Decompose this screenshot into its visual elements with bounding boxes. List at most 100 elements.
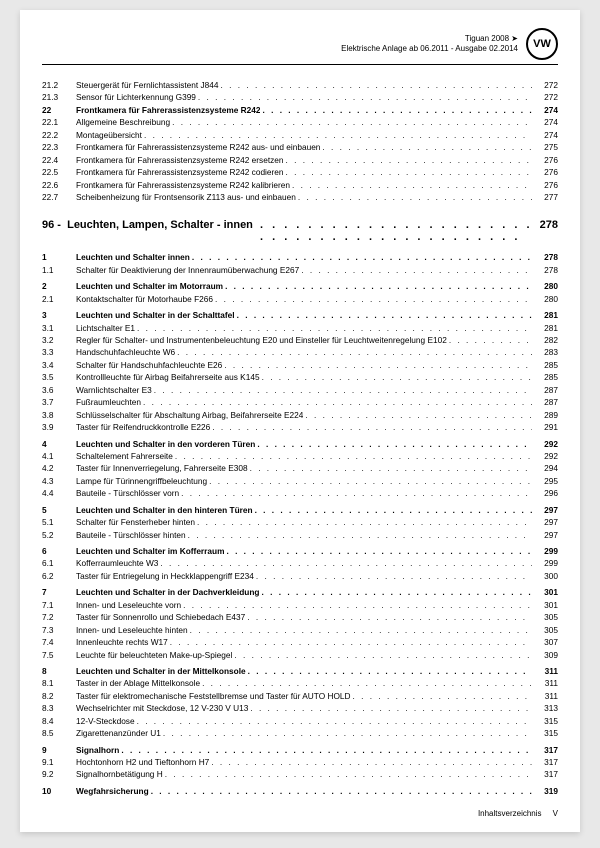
toc-page: 278: [534, 264, 558, 276]
toc-title: Signalhorn: [76, 744, 119, 756]
toc-title: Leuchten und Schalter in den hinteren Tü…: [76, 504, 253, 516]
toc-page: 295: [534, 475, 558, 487]
toc-line: 7.3Innen- und Leseleuchte hinten305: [42, 624, 558, 636]
toc-dots: [353, 690, 532, 702]
toc-main-block: 1Leuchten und Schalter innen2781.1Schalt…: [42, 251, 558, 797]
toc-line: 2Leuchten und Schalter im Motorraum 280: [42, 280, 558, 292]
toc-page: 274: [534, 104, 558, 116]
toc-title: Schalter für Fensterheber hinten: [76, 516, 195, 528]
toc-number: 2.1: [42, 293, 76, 305]
toc-page: 301: [534, 586, 558, 598]
toc-title: Hochtonhorn H2 und Tieftonhorn H7: [76, 756, 209, 768]
toc-title: Sensor für Lichterkennung G399: [76, 91, 196, 103]
toc-line: 21.3Sensor für Lichterkennung G399272: [42, 91, 558, 103]
toc-page: 289: [534, 409, 558, 421]
toc-line: 22.3Frontkamera für Fahrerassistenzsyste…: [42, 141, 558, 153]
toc-page: 299: [534, 545, 558, 557]
toc-title: Fußraumleuchten: [76, 396, 141, 408]
toc-page: 292: [534, 450, 558, 462]
toc-page: 305: [534, 611, 558, 623]
toc-line: 2.1Kontaktschalter für Motorhaube F26628…: [42, 293, 558, 305]
toc-dots: [250, 462, 532, 474]
toc-number: 2: [42, 280, 76, 292]
toc-dots: [154, 384, 532, 396]
toc-page: 300: [534, 570, 558, 582]
toc-line: 7Leuchten und Schalter in der Dachverkle…: [42, 586, 558, 598]
toc-dots: [175, 450, 532, 462]
toc-title: Leuchten und Schalter in der Schalttafel: [76, 309, 235, 321]
toc-page: 297: [534, 516, 558, 528]
toc-line: 8.2Taster für elektromechanische Festste…: [42, 690, 558, 702]
document-page: Tiguan 2008 ➤ Elektrische Anlage ab 06.2…: [20, 10, 580, 832]
toc-line: 3.4Schalter für Handschuhfachleuchte E26…: [42, 359, 558, 371]
toc-number: 6.1: [42, 557, 76, 569]
toc-title: Handschuhfachleuchte W6: [76, 346, 175, 358]
toc-line: 3.1Lichtschalter E1281: [42, 322, 558, 334]
toc-number: 3.8: [42, 409, 76, 421]
toc-dots: [121, 744, 532, 756]
toc-line: 9Signalhorn317: [42, 744, 558, 756]
toc-dots: [262, 371, 532, 383]
toc-page: 317: [534, 768, 558, 780]
toc-number: 4.4: [42, 487, 76, 499]
toc-title: Regler für Schalter- und Instrumentenbel…: [76, 334, 447, 346]
toc-page: 280: [534, 280, 558, 292]
toc-number: 3: [42, 309, 76, 321]
toc-number: 1: [42, 251, 76, 263]
toc-line: 22.2Montageübersicht274: [42, 129, 558, 141]
toc-page: 276: [534, 166, 558, 178]
toc-dots: [234, 649, 532, 661]
toc-title: Wechselrichter mit Steckdose, 12 V-230 V…: [76, 702, 248, 714]
toc-number: 1.1: [42, 264, 76, 276]
toc-number: 8.3: [42, 702, 76, 714]
toc-dots: [212, 421, 532, 433]
toc-title: Taster für Entriegelung in Heckklappengr…: [76, 570, 254, 582]
toc-number: 3.1: [42, 322, 76, 334]
toc-number: 22: [42, 104, 76, 116]
toc-page: 281: [534, 322, 558, 334]
toc-page: 276: [534, 179, 558, 191]
toc-line: 6.1Kofferraumleuchte W3299: [42, 557, 558, 569]
toc-dots: [202, 677, 532, 689]
toc-line: 4.4Bauteile - Türschlösser vorn296: [42, 487, 558, 499]
toc-dots: [286, 154, 532, 166]
toc-line: 9.2Signalhornbetätigung H317: [42, 768, 558, 780]
toc-number: 8.1: [42, 677, 76, 689]
toc-title: Frontkamera für Fahrerassistenzsysteme R…: [76, 166, 284, 178]
toc-title: Leuchten und Schalter im Kofferraum: [76, 545, 224, 557]
toc-page: 319: [534, 785, 558, 797]
toc-line: 4.1Schaltelement Fahrerseite292: [42, 450, 558, 462]
toc-dots: [322, 141, 532, 153]
section-heading: 96 - Leuchten, Lampen, Schalter - innen …: [42, 219, 558, 243]
toc-page: 275: [534, 141, 558, 153]
toc-title: Leuchten und Schalter im Motorraum: [76, 280, 223, 292]
toc-page: 315: [534, 727, 558, 739]
header-model: Tiguan 2008 ➤: [341, 34, 518, 44]
toc-line: 7.2Taster für Sonnenrollo und Schiebedac…: [42, 611, 558, 623]
footer-page: V: [553, 809, 558, 818]
toc-page: 301: [534, 599, 558, 611]
toc-dots: [172, 116, 532, 128]
toc-dots: [224, 359, 532, 371]
toc-title: Wegfahrsicherung: [76, 785, 149, 797]
toc-line: 1.1Schalter für Deaktivierung der Innenr…: [42, 264, 558, 276]
toc-number: 22.7: [42, 191, 76, 203]
toc-page: 287: [534, 396, 558, 408]
toc-line: 3Leuchten und Schalter in der Schalttafe…: [42, 309, 558, 321]
toc-line: 5.2Bauteile - Türschlösser hinten297: [42, 529, 558, 541]
toc-dots: [144, 129, 532, 141]
toc-title: Zigarettenanzünder U1: [76, 727, 161, 739]
toc-dots: [183, 599, 532, 611]
toc-line: 3.3Handschuhfachleuchte W6283: [42, 346, 558, 358]
toc-line: 5.1Schalter für Fensterheber hinten297: [42, 516, 558, 528]
toc-title: Frontkamera für Fahrerassistenzsysteme R…: [76, 141, 320, 153]
toc-page: 274: [534, 129, 558, 141]
toc-line: 6Leuchten und Schalter im Kofferraum299: [42, 545, 558, 557]
toc-title: 12-V-Steckdose: [76, 715, 135, 727]
toc-line: 8Leuchten und Schalter in der Mittelkons…: [42, 665, 558, 677]
toc-number: 8: [42, 665, 76, 677]
toc-number: 3.7: [42, 396, 76, 408]
toc-title: Scheibenheizung für Frontsensorik Z113 a…: [76, 191, 296, 203]
toc-page: 285: [534, 359, 558, 371]
toc-title: Taster für Sonnenrollo und Schiebedach E…: [76, 611, 245, 623]
